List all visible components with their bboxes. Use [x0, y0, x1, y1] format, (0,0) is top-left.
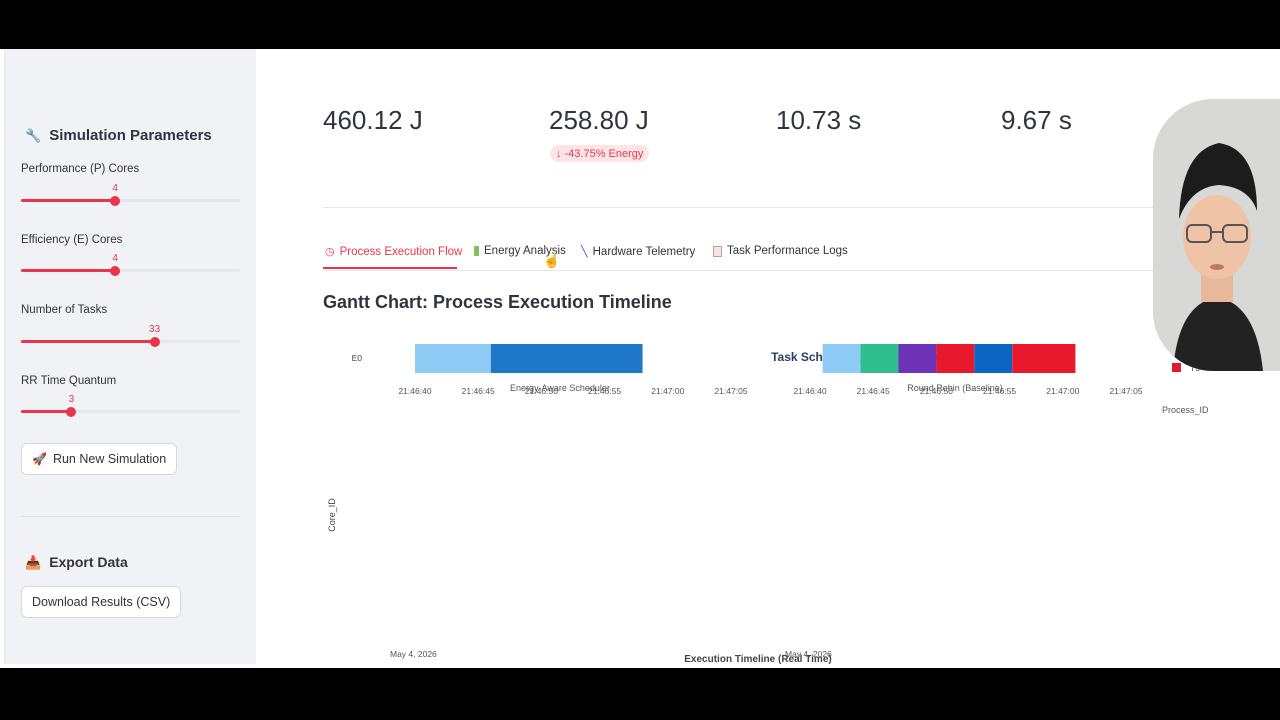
gantt-bar [490, 343, 643, 373]
x-tick-label: 21:47:00 [651, 386, 684, 396]
slider-quantum[interactable]: 3 [21, 394, 240, 417]
x-tick-label: 21:46:40 [398, 386, 431, 396]
slider-label-tasks: Number of Tasks [21, 304, 108, 316]
tab-label: Hardware Telemetry [592, 245, 696, 258]
gantt-bar [936, 343, 975, 373]
slider-value: 33 [149, 324, 161, 335]
x-tick-label: 21:46:55 [983, 386, 1016, 396]
tab-bar: ◷ Process Execution Flow Energy Analysis … [323, 242, 1263, 271]
active-tab-indicator [323, 267, 457, 269]
gantt-chart: Task Scheduling across Cores Energy-Awar… [320, 153, 1220, 668]
subplot-title-round-robin: Round Robin (Baseline) [907, 383, 1003, 393]
tab-energy-analysis[interactable]: Energy Analysis [474, 245, 566, 257]
metric-delta-text: -43.75% Energy [564, 147, 644, 160]
rocket-icon: 🚀 [32, 452, 47, 466]
slider-label-e-cores: Efficiency (E) Cores [21, 234, 123, 246]
metric-value: 10.73 s [776, 105, 862, 135]
slider-thumb[interactable] [66, 407, 77, 417]
app-window: 🔧 Simulation Parameters Performance (P) C… [0, 49, 1280, 668]
tab-process-execution-flow[interactable]: ◷ Process Execution Flow [325, 245, 463, 259]
x-tick-label: 21:46:40 [793, 386, 826, 396]
wrench-icon: 🔧 [25, 128, 42, 143]
metric-value: 460.12 J [323, 105, 423, 135]
y-axis-label: Core_ID [327, 498, 337, 532]
tab-label: Task Performance Logs [727, 245, 848, 257]
x-date-label-left: May 4, 2026 [390, 649, 437, 659]
download-csv-button[interactable]: Download Results (CSV) [21, 586, 182, 618]
slider-track [21, 410, 240, 413]
export-title: 📥 Export Data [25, 554, 128, 571]
divider [323, 207, 1155, 208]
tab-label: Energy Analysis [484, 245, 566, 257]
gantt-bar [822, 343, 861, 373]
slider-thumb[interactable] [110, 266, 121, 276]
x-tick-label: 21:46:50 [920, 386, 953, 396]
sidebar: 🔧 Simulation Parameters Performance (P) C… [4, 49, 256, 664]
subplot-title-energy-aware: Energy-Aware Scheduler [510, 383, 610, 393]
legend-title: Process_ID [1162, 405, 1209, 415]
run-simulation-label: Run New Simulation [52, 452, 167, 466]
slider-value: 4 [112, 183, 118, 194]
gantt-bar [974, 343, 1013, 373]
x-tick-label: 21:46:50 [525, 386, 558, 396]
telemetry-icon: ╲ [581, 246, 588, 258]
export-title-text: Export Data [49, 554, 128, 570]
webcam-overlay [1153, 99, 1280, 371]
x-tick-label: 21:46:45 [857, 386, 890, 396]
tab-label: Process Execution Flow [339, 245, 463, 258]
gantt-bar [415, 343, 491, 373]
gantt-bar [898, 343, 937, 373]
legend-swatch [1172, 363, 1181, 372]
slider-value: 4 [112, 253, 118, 264]
x-tick-label: 21:47:00 [1046, 386, 1079, 396]
battery-icon [474, 246, 479, 256]
slider-label-quantum: RR Time Quantum [21, 375, 117, 387]
metric-value: 258.80 J [549, 105, 649, 135]
slider-track [21, 269, 240, 272]
sidebar-divider [21, 516, 240, 517]
presenter-figure [1153, 99, 1280, 371]
tab-hardware-telemetry[interactable]: ╲ Hardware Telemetry [581, 245, 696, 259]
tab-task-performance-logs[interactable]: Task Performance Logs [713, 245, 848, 257]
x-axis-label: Execution Timeline (Real Time) [684, 654, 831, 665]
gantt-bar [860, 343, 899, 373]
gantt-svg: Task Scheduling across Cores Energy-Awar… [327, 153, 1209, 665]
arrow-down-icon: ↓ [556, 147, 562, 160]
slider-label-p-cores: Performance (P) Cores [21, 163, 140, 175]
metric-value: 9.67 s [1001, 105, 1072, 135]
x-tick-label: 21:47:05 [1109, 386, 1142, 396]
slider-thumb[interactable] [110, 196, 121, 206]
inbox-icon: 📥 [25, 555, 42, 570]
x-tick-label: 21:46:45 [462, 386, 495, 396]
slider-thumb[interactable] [149, 337, 160, 347]
log-icon [713, 245, 722, 257]
slider-fill [21, 410, 72, 413]
sidebar-title: 🔧 Simulation Parameters [25, 127, 212, 144]
run-simulation-button[interactable]: 🚀 Run New Simulation [21, 443, 178, 475]
slider-e-cores[interactable]: 4 [21, 253, 240, 276]
slider-fill [21, 199, 116, 202]
section-title: Gantt Chart: Process Execution Timeline [323, 292, 672, 312]
x-tick-label: 21:46:55 [588, 386, 621, 396]
slider-p-cores[interactable]: 4 [21, 183, 240, 206]
mouse-cursor-icon: ☝ [543, 252, 561, 268]
metric-delta-badge: ↓ -43.75% Energy [550, 145, 650, 162]
slider-tasks[interactable]: 33 [21, 324, 240, 347]
flow-icon: ◷ [325, 246, 335, 258]
slider-fill [21, 340, 155, 343]
sidebar-title-text: Simulation Parameters [49, 127, 212, 144]
slider-value: 3 [68, 394, 75, 405]
download-csv-label: Download Results (CSV) [32, 595, 171, 609]
slider-track [21, 199, 240, 202]
gantt-bar [1012, 343, 1076, 373]
x-date-label-right: May 4, 2026 [785, 649, 832, 659]
x-tick-label: 21:47:05 [714, 386, 747, 396]
slider-fill [21, 269, 116, 272]
y-tick-label: E0 [352, 353, 363, 363]
